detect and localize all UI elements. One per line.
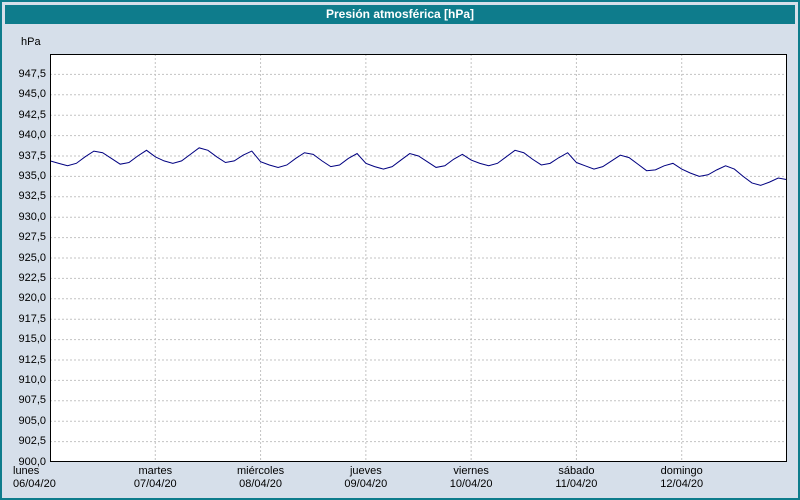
plot-area bbox=[50, 54, 787, 462]
day-name: sábado bbox=[558, 465, 595, 477]
y-tick-label: 910,0 bbox=[18, 373, 46, 386]
y-tick-label: 935,0 bbox=[18, 169, 46, 182]
y-tick-label: 917,5 bbox=[18, 312, 46, 325]
day-name: lunes bbox=[13, 465, 40, 477]
day-date: 11/04/20 bbox=[555, 478, 598, 490]
y-tick-label: 940,0 bbox=[18, 129, 46, 142]
y-tick-label: 937,5 bbox=[18, 149, 46, 162]
day-name: miércoles bbox=[237, 465, 285, 477]
day-date: 08/04/20 bbox=[239, 478, 282, 490]
y-axis-unit-label: hPa bbox=[21, 36, 41, 48]
y-tick-label: 905,0 bbox=[18, 414, 46, 427]
day-name: viernes bbox=[453, 465, 489, 477]
y-tick-label: 902,5 bbox=[18, 435, 46, 448]
y-tick-label: 922,5 bbox=[18, 271, 46, 284]
y-tick-label: 947,5 bbox=[18, 67, 46, 80]
y-tick-label: 942,5 bbox=[18, 108, 46, 121]
y-tick-label: 915,0 bbox=[18, 333, 46, 346]
x-axis-day-label: lunes 06/04/20 bbox=[13, 465, 109, 491]
x-axis-day-label: domingo 12/04/20 bbox=[634, 465, 730, 491]
x-axis-day-label: martes 07/04/20 bbox=[107, 465, 203, 491]
x-axis-day-label: viernes 10/04/20 bbox=[423, 465, 519, 491]
chart-region: hPa 947,5 945,0 942,5 940,0 937,5 935,0 932,5 9… bbox=[5, 24, 795, 495]
day-date: 07/04/20 bbox=[133, 478, 177, 490]
y-tick-label: 927,5 bbox=[18, 231, 46, 244]
y-tick-label: 932,5 bbox=[18, 190, 46, 203]
day-date: 10/04/20 bbox=[449, 478, 493, 490]
window-title: Presión atmosférica [hPa] bbox=[5, 5, 795, 24]
y-tick-label: 930,0 bbox=[18, 210, 46, 223]
day-name: domingo bbox=[660, 465, 703, 477]
day-name: jueves bbox=[349, 465, 382, 477]
y-tick-label: 945,0 bbox=[18, 88, 46, 101]
y-tick-label: 920,0 bbox=[18, 292, 46, 305]
day-name: martes bbox=[138, 465, 173, 477]
y-tick-label: 912,5 bbox=[18, 353, 46, 366]
day-date: 12/04/20 bbox=[660, 478, 704, 490]
x-axis-day-label: miércoles 08/04/20 bbox=[213, 465, 309, 491]
day-date: 09/04/20 bbox=[344, 478, 388, 490]
x-axis-day-label: sábado 11/04/20 bbox=[528, 465, 624, 491]
y-tick-label: 925,0 bbox=[18, 251, 46, 264]
y-tick-label: 900,0 bbox=[18, 455, 46, 468]
day-date: 06/04/20 bbox=[13, 478, 56, 490]
pressure-line bbox=[50, 147, 787, 186]
x-axis-day-label: jueves 09/04/20 bbox=[318, 465, 414, 491]
y-tick-label: 907,5 bbox=[18, 394, 46, 407]
